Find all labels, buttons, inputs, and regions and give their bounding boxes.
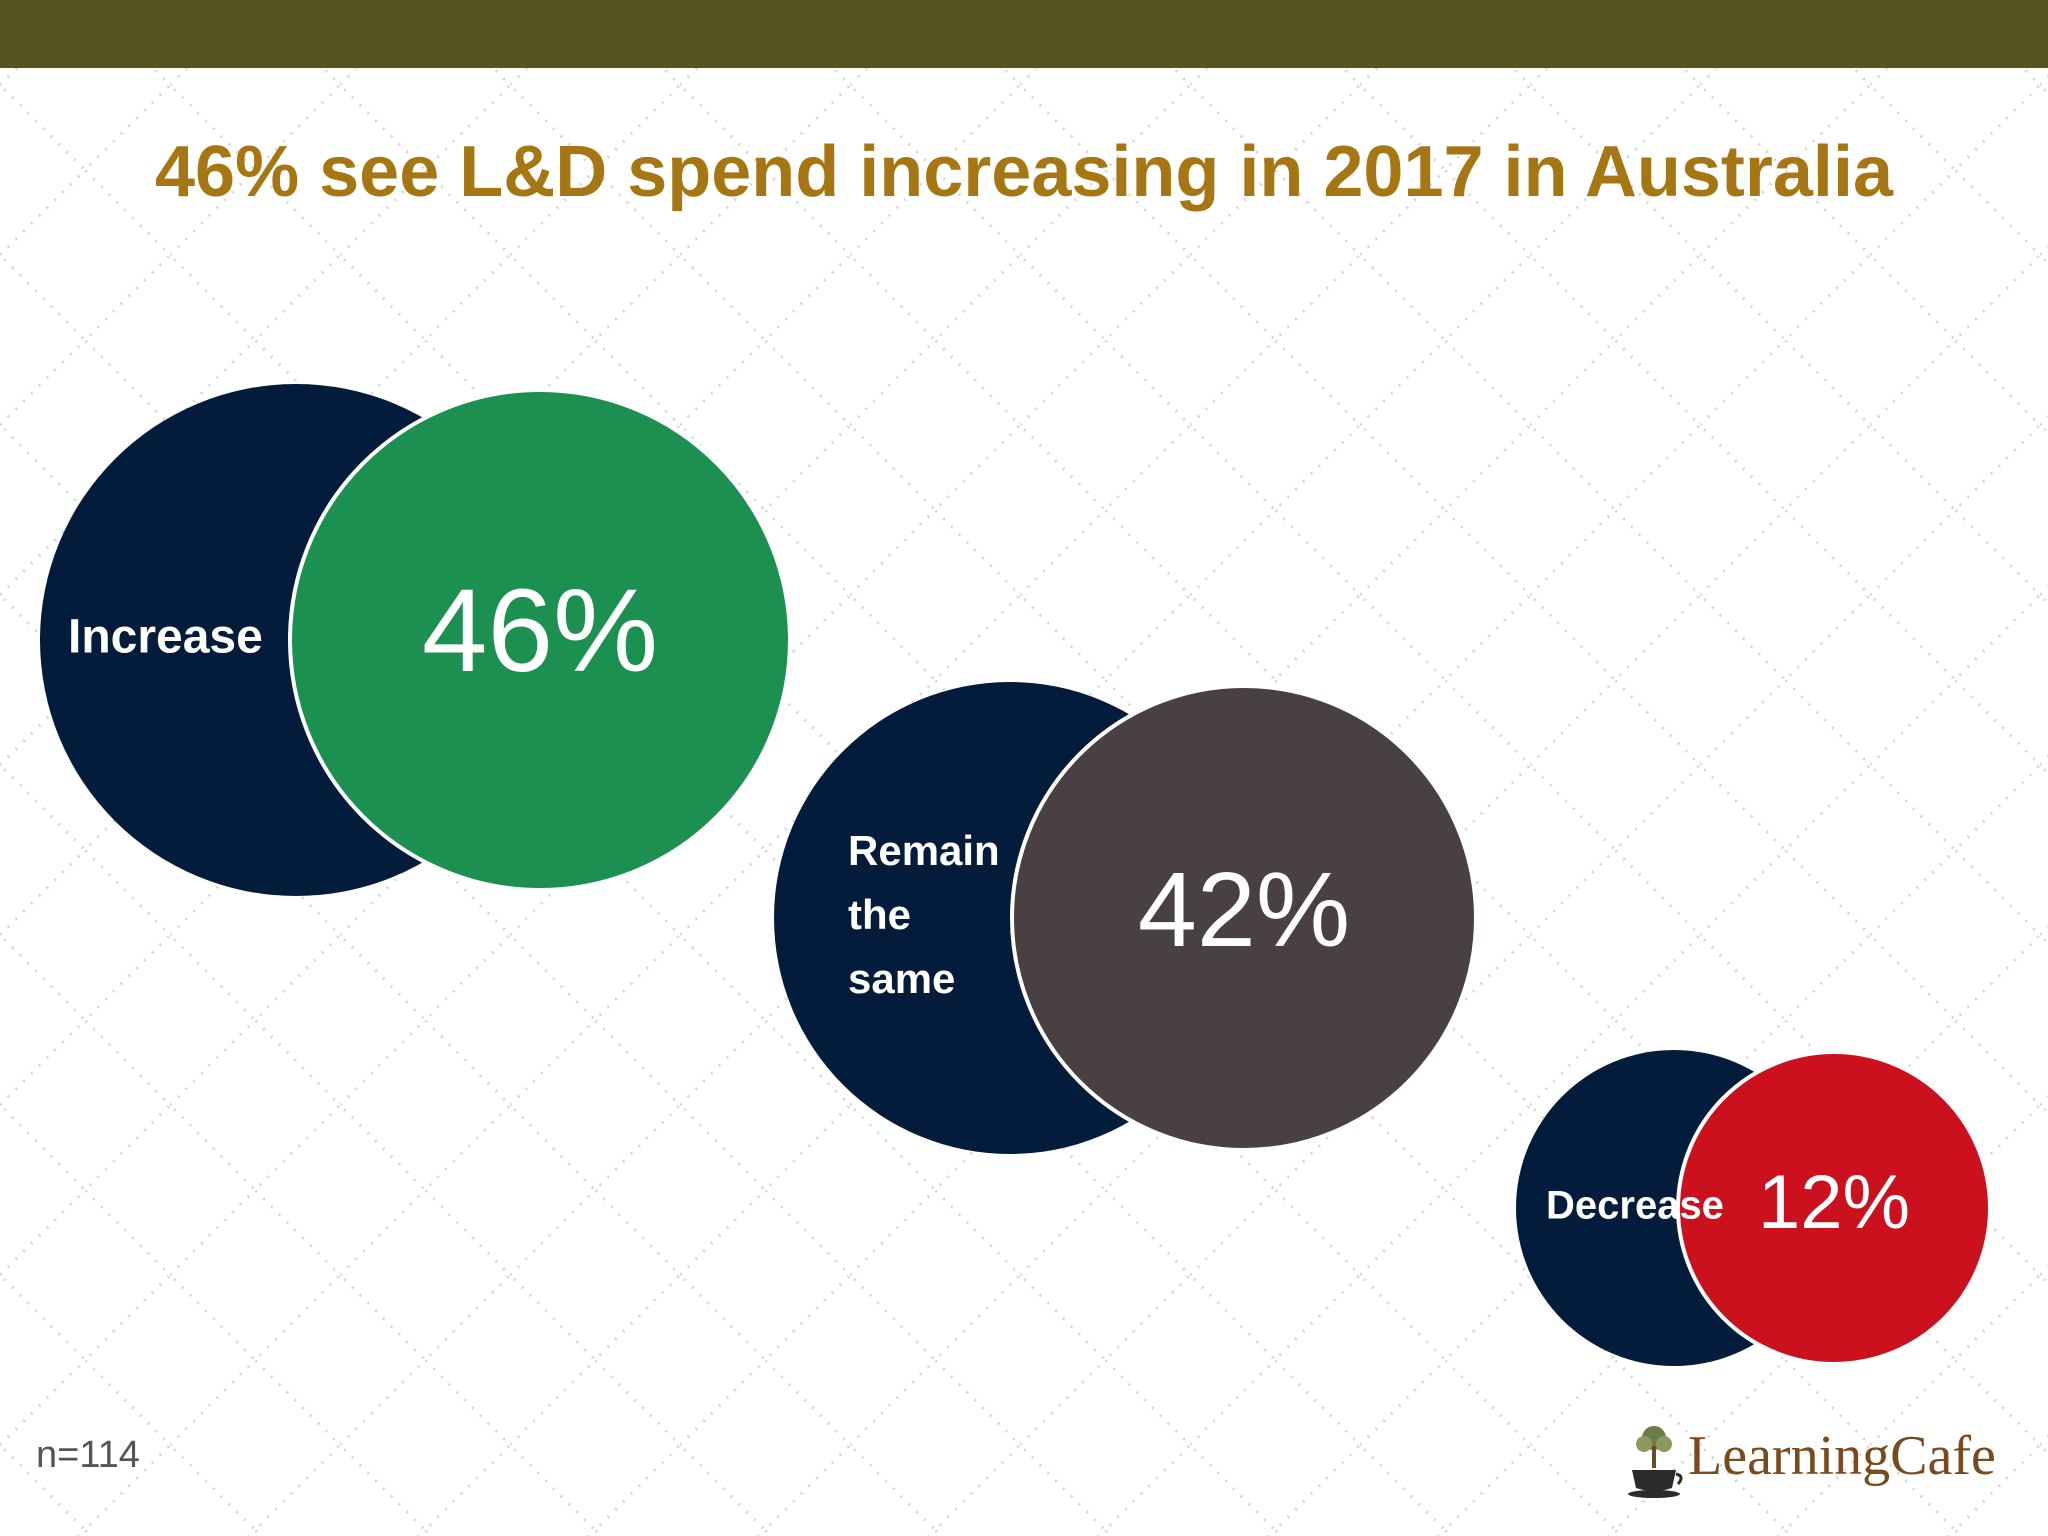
- value-circle-increase: [288, 388, 792, 892]
- sample-size-note: n=114: [36, 1434, 140, 1476]
- top-banner-bar: [0, 0, 2048, 68]
- slide-title: 46% see L&D spend increasing in 2017 in …: [155, 132, 1893, 212]
- category-label-line: Increase: [68, 611, 263, 664]
- value-label-decrease: 12%: [1758, 1160, 1910, 1245]
- logo-text: LearningCafe: [1688, 1425, 1996, 1487]
- category-label-line: Remain: [848, 827, 1000, 874]
- category-label-line: same: [848, 955, 955, 1002]
- bubble-group-decrease: Decrease 12%: [1516, 1050, 1992, 1366]
- category-label-remain-the-same: Remain the same: [848, 827, 1000, 1002]
- category-label-increase: Increase: [68, 611, 263, 664]
- coffee-cup-tree-icon: [1628, 1426, 1683, 1498]
- value-circle-remain-the-same: [1010, 684, 1478, 1152]
- category-label-decrease: Decrease: [1546, 1184, 1724, 1228]
- value-label-increase: 46%: [422, 565, 658, 697]
- bubble-group-increase: Increase 46%: [40, 384, 792, 896]
- category-label-line: Decrease: [1546, 1184, 1724, 1228]
- learningcafe-logo: LearningCafe: [1622, 1420, 2022, 1500]
- bubble-group-remain-the-same: Remain the same 42%: [774, 682, 1478, 1154]
- category-label-line: the: [848, 891, 911, 938]
- value-label-remain-the-same: 42%: [1138, 851, 1350, 969]
- value-circle-decrease: [1676, 1050, 1992, 1366]
